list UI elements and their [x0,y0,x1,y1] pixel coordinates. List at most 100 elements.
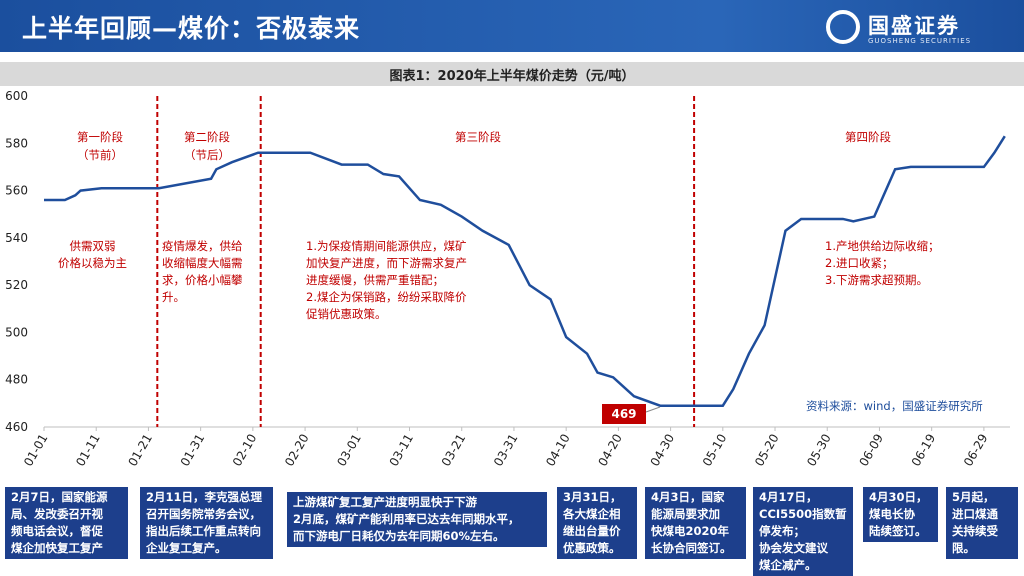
slide-title: 上半年回顾—煤价：否极泰来 [22,14,361,43]
x-tick-label: 03-31 [491,432,521,469]
note-line: 4月3日，国家 [651,490,725,504]
phase-label: 第四阶段 [845,128,891,146]
annotation-line: 2.煤企为保销路，纷纷采取降价 [306,290,467,304]
annotation: 1.为保疫情期间能源供应，煤矿 加快复产进度，而下游需求复产 进度缓慢，供需严重错配… [306,238,467,323]
x-tick-label: 02-20 [282,432,312,469]
note-line: 能源局要求加 [651,507,720,521]
note-line: 指出后续工作重点转向 [146,524,261,538]
phase-label: 第二阶段 （节后） [184,128,230,164]
annotation: 疫情爆发，供给 收缩幅度大幅需 求，价格小幅攀 升。 [162,238,243,306]
annotation-line: 加快复产进度，而下游需求复产 [306,256,467,270]
note-line: 停发布； [759,524,805,538]
note-box: 4月30日， 煤电长协陆续签订。 [863,487,938,542]
x-tick-label: 05-10 [700,432,730,469]
price-line [44,135,1006,407]
phase-label: 第三阶段 [455,128,501,146]
annotation-line: 2.进口收紧； [825,256,894,270]
source: 资料来源：wind，国盛证券研究所 [806,399,983,413]
note-line: 继出台量价 [563,524,621,538]
min-callout: 469 [602,404,646,424]
annotation: 1.产地供给边际收缩； 2.进口收紧； 3.下游需求超预期。 [825,238,939,289]
note-box: 上游煤矿复工复产进度明显快于下游 2月底，煤矿产能利用率已达去年同期水平， 而下游电… [287,492,547,547]
annotation-line: 进度缓慢，供需严重错配； [306,273,444,287]
note-line: 3月31日， [563,490,622,504]
annotation-line: 求，价格小幅攀 [162,273,243,287]
note-line: 企业复工复产。 [146,541,227,555]
phase-name: 第四阶段 [845,130,891,144]
y-tick-label: 480 [5,373,28,387]
note-line: 煤企减产。 [759,558,817,572]
annotation-line: 促销优惠政策。 [306,307,387,321]
y-tick-label: 520 [5,278,28,292]
note-line: 长协合同签订。 [651,541,732,555]
y-tick-label: 540 [5,231,28,245]
x-tick-label: 06-09 [856,432,886,469]
note-line: 进口煤通 [952,507,998,521]
chart-title: 图表1：2020年上半年煤价走势（元/吨） [389,69,635,84]
header: 上半年回顾—煤价：否极泰来 国盛证券 GUOSHENG SECURITIES [0,0,1024,52]
note-line: 上游煤矿复工复产进度明显快于下游 [293,495,477,509]
y-tick-label: 500 [5,325,28,339]
note-line: 5月起， [952,490,995,504]
x-tick-label: 04-20 [595,432,625,469]
y-tick-label: 560 [5,184,28,198]
annotation-line: 供需双弱 [69,239,116,253]
logo-subtitle: GUOSHENG SECURITIES [868,37,972,45]
note-line: 2月11日，李克强总理 [146,490,263,504]
callout-pointer [645,406,661,413]
note-line: 煤电长协 [869,507,915,521]
x-tick-label: 01-11 [73,432,103,469]
note-box: 2月7日，国家能源 局、发改委召开视 频电话会议，督促 煤企加快复工复产 [5,487,128,559]
note-line: 限。 [952,541,975,555]
phase-name: 第二阶段 [184,130,230,144]
note-line: 而下游电厂日耗仅为去年同期60%左右。 [293,529,505,543]
annotation-line: 收缩幅度大幅需 [162,256,243,270]
note-line: 4月30日， [869,490,928,504]
phase-sub: （节后） [184,148,230,162]
x-tick-label: 05-30 [804,432,834,469]
x-tick-label: 04-10 [543,432,573,469]
phase-label: 第一阶段 （节前） [77,128,123,164]
x-tick-label: 06-29 [961,432,991,469]
note-box: 2月11日，李克强总理 召开国务院常务会议， 指出后续工作重点转向 企业复工复产。 [140,487,273,559]
x-tick-label: 01-31 [178,432,208,469]
phase-sub: （节前） [77,148,123,162]
logo-icon [826,10,860,44]
y-tick-label: 580 [5,136,28,150]
note-line: 关持续受 [952,524,998,538]
annotation-line: 1.为保疫情期间能源供应，煤矿 [306,239,467,253]
chart-title-bar: 图表1：2020年上半年煤价走势（元/吨） [0,62,1024,86]
annotation: 供需双弱价格以稳为主 [58,238,127,272]
annotation-line: 疫情爆发，供给 [162,239,243,253]
x-tick-label: 03-21 [439,432,469,469]
annotation-line: 价格以稳为主 [58,256,127,270]
note-line: 煤企加快复工复产 [11,541,103,555]
note-line: 协会发文建议 [759,541,828,555]
annotation-line: 升。 [162,290,185,304]
note-box: 3月31日， 各大煤企相继出台量价优惠政策。 [557,487,637,559]
x-tick-label: 05-20 [752,432,782,469]
note-line: 陆续签订。 [869,524,927,538]
annotation-line: 1.产地供给边际收缩； [825,239,940,253]
note-box: 4月3日，国家 能源局要求加 快煤电2020年 长协合同签订。 [645,487,746,559]
x-tick-label: 06-19 [909,432,939,469]
note-line: 快煤电2020年 [651,524,730,538]
x-tick-label: 03-11 [387,432,417,469]
note-line: 各大煤企相 [563,507,621,521]
y-tick-label: 460 [5,420,28,434]
note-box: 5月起， 进口煤通关持续受限。 [946,487,1018,559]
x-tick-label: 02-10 [230,432,260,469]
note-line: 4月17日， [759,490,818,504]
annotation-line: 3.下游需求超预期。 [825,273,928,287]
note-line: 2月7日，国家能源 [11,490,108,504]
x-tick-label: 03-01 [334,432,364,469]
x-tick-label: 04-30 [648,432,678,469]
note-box: 4月17日， CCI5500指数暂 停发布； 协会发文建议 煤企减产。 [753,487,853,576]
phase-name: 第三阶段 [455,130,501,144]
note-line: 优惠政策。 [563,541,621,555]
note-line: 召开国务院常务会议， [146,507,261,521]
note-line: 2月底，煤矿产能利用率已达去年同期水平， [293,512,520,526]
x-tick-label: 01-01 [21,432,51,469]
phase-name: 第一阶段 [77,130,123,144]
